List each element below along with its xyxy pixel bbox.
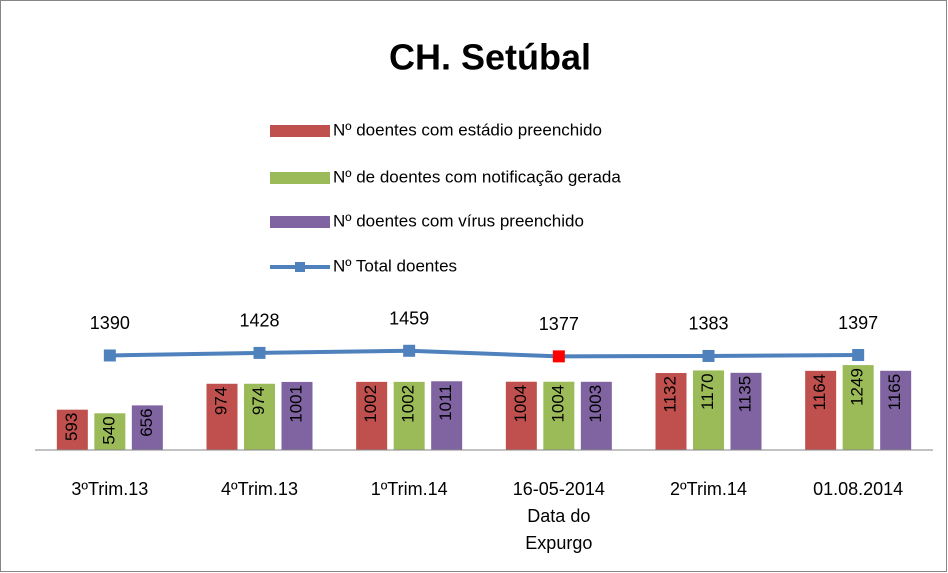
line bbox=[109, 348, 859, 359]
bar bbox=[131, 405, 163, 450]
bar-value-label: 593 bbox=[62, 413, 81, 441]
bar-value-label: 974 bbox=[249, 387, 268, 415]
bar bbox=[730, 372, 762, 450]
line-value-label: 1459 bbox=[389, 309, 429, 329]
line-marker bbox=[852, 349, 865, 362]
bar bbox=[842, 365, 874, 450]
bar-value-label: 1004 bbox=[511, 385, 530, 423]
bar bbox=[655, 373, 687, 450]
line-marker bbox=[103, 349, 116, 362]
bar bbox=[505, 381, 537, 450]
bar-value-label: 1001 bbox=[286, 385, 305, 423]
legend-label: Nº doentes com estádio preenchido bbox=[333, 120, 602, 139]
legend-marker bbox=[295, 262, 305, 272]
bar bbox=[393, 381, 425, 450]
line-marker bbox=[253, 346, 266, 359]
bar bbox=[281, 381, 313, 450]
bar-value-label: 1164 bbox=[810, 374, 829, 411]
bar-value-label: 1165 bbox=[885, 374, 904, 411]
bar bbox=[880, 370, 912, 450]
line-marker bbox=[403, 344, 416, 357]
x-tick-label: 16-05-2014 Data do Expurgo bbox=[513, 479, 605, 553]
x-tick-label: 01.08.2014 bbox=[813, 479, 903, 499]
chart-title: CH. Setúbal bbox=[389, 37, 591, 78]
bar bbox=[805, 370, 837, 450]
bar-value-label: 540 bbox=[99, 416, 118, 444]
legend-label: Nº de doentes com notificação gerada bbox=[333, 167, 621, 186]
bar-value-label: 1003 bbox=[586, 385, 605, 423]
line-value-label: 1428 bbox=[239, 311, 279, 331]
bar bbox=[56, 409, 88, 450]
line-value-label: 1390 bbox=[90, 313, 130, 333]
line-value-label: 1383 bbox=[688, 314, 728, 334]
x-tick-label: 2ºTrim.14 bbox=[670, 479, 747, 499]
bar bbox=[693, 370, 724, 450]
bar-value-label: 1135 bbox=[735, 376, 754, 413]
x-tick-label: 4ºTrim.13 bbox=[221, 479, 298, 499]
line-marker bbox=[552, 350, 565, 363]
bar bbox=[206, 383, 238, 450]
x-tick-label: 3ºTrim.13 bbox=[71, 479, 148, 499]
bar-value-label: 1002 bbox=[399, 385, 418, 423]
bar bbox=[356, 381, 388, 450]
bar bbox=[543, 381, 575, 450]
legend-swatch bbox=[270, 125, 330, 137]
line-marker bbox=[702, 349, 715, 362]
bar-value-label: 1011 bbox=[436, 384, 455, 421]
bar bbox=[94, 413, 126, 450]
legend-swatch bbox=[270, 216, 330, 228]
legend-label: Nº Total doentes bbox=[333, 256, 457, 275]
x-tick-label: 1ºTrim.14 bbox=[371, 479, 448, 499]
line-value-label: 1377 bbox=[539, 314, 579, 334]
bar bbox=[580, 381, 612, 450]
legend-swatch bbox=[270, 172, 330, 184]
bar-value-label: 974 bbox=[211, 387, 230, 415]
bar-value-label: 1170 bbox=[698, 373, 717, 410]
bar bbox=[244, 383, 275, 450]
bar-value-label: 1002 bbox=[361, 385, 380, 423]
bar-value-label: 1132 bbox=[660, 376, 679, 413]
bar-value-label: 1004 bbox=[548, 385, 567, 423]
bar-value-label: 656 bbox=[137, 408, 156, 436]
line-value-label: 1397 bbox=[838, 313, 878, 333]
bar-value-label: 1249 bbox=[848, 368, 867, 406]
legend-label: Nº doentes com vírus preenchido bbox=[333, 211, 584, 230]
bar bbox=[431, 381, 463, 450]
